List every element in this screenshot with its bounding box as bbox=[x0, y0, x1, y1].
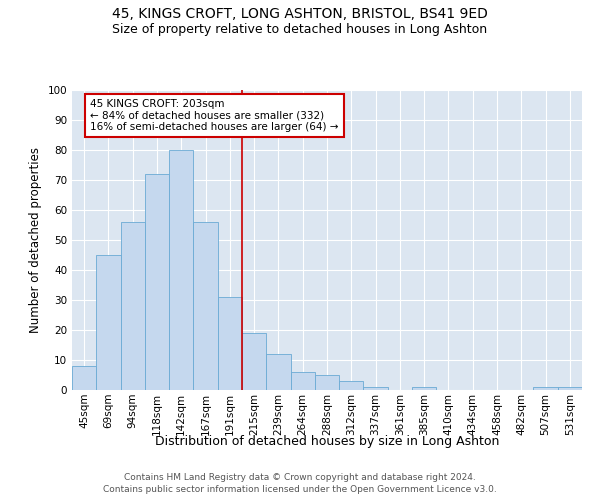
Bar bbox=[533, 387, 558, 390]
Bar bbox=[364, 387, 388, 390]
Bar bbox=[169, 150, 193, 390]
Bar bbox=[72, 366, 96, 390]
Bar bbox=[96, 255, 121, 390]
Bar bbox=[266, 354, 290, 390]
Bar bbox=[558, 387, 582, 390]
Text: Size of property relative to detached houses in Long Ashton: Size of property relative to detached ho… bbox=[112, 22, 488, 36]
Text: Contains HM Land Registry data © Crown copyright and database right 2024.: Contains HM Land Registry data © Crown c… bbox=[124, 472, 476, 482]
Y-axis label: Number of detached properties: Number of detached properties bbox=[29, 147, 42, 333]
Bar bbox=[242, 333, 266, 390]
Text: Distribution of detached houses by size in Long Ashton: Distribution of detached houses by size … bbox=[155, 435, 499, 448]
Text: 45, KINGS CROFT, LONG ASHTON, BRISTOL, BS41 9ED: 45, KINGS CROFT, LONG ASHTON, BRISTOL, B… bbox=[112, 8, 488, 22]
Bar bbox=[412, 387, 436, 390]
Bar bbox=[193, 222, 218, 390]
Text: Contains public sector information licensed under the Open Government Licence v3: Contains public sector information licen… bbox=[103, 485, 497, 494]
Bar bbox=[290, 372, 315, 390]
Bar bbox=[145, 174, 169, 390]
Text: 45 KINGS CROFT: 203sqm
← 84% of detached houses are smaller (332)
16% of semi-de: 45 KINGS CROFT: 203sqm ← 84% of detached… bbox=[90, 99, 339, 132]
Bar bbox=[315, 375, 339, 390]
Bar bbox=[339, 381, 364, 390]
Bar bbox=[218, 297, 242, 390]
Bar bbox=[121, 222, 145, 390]
